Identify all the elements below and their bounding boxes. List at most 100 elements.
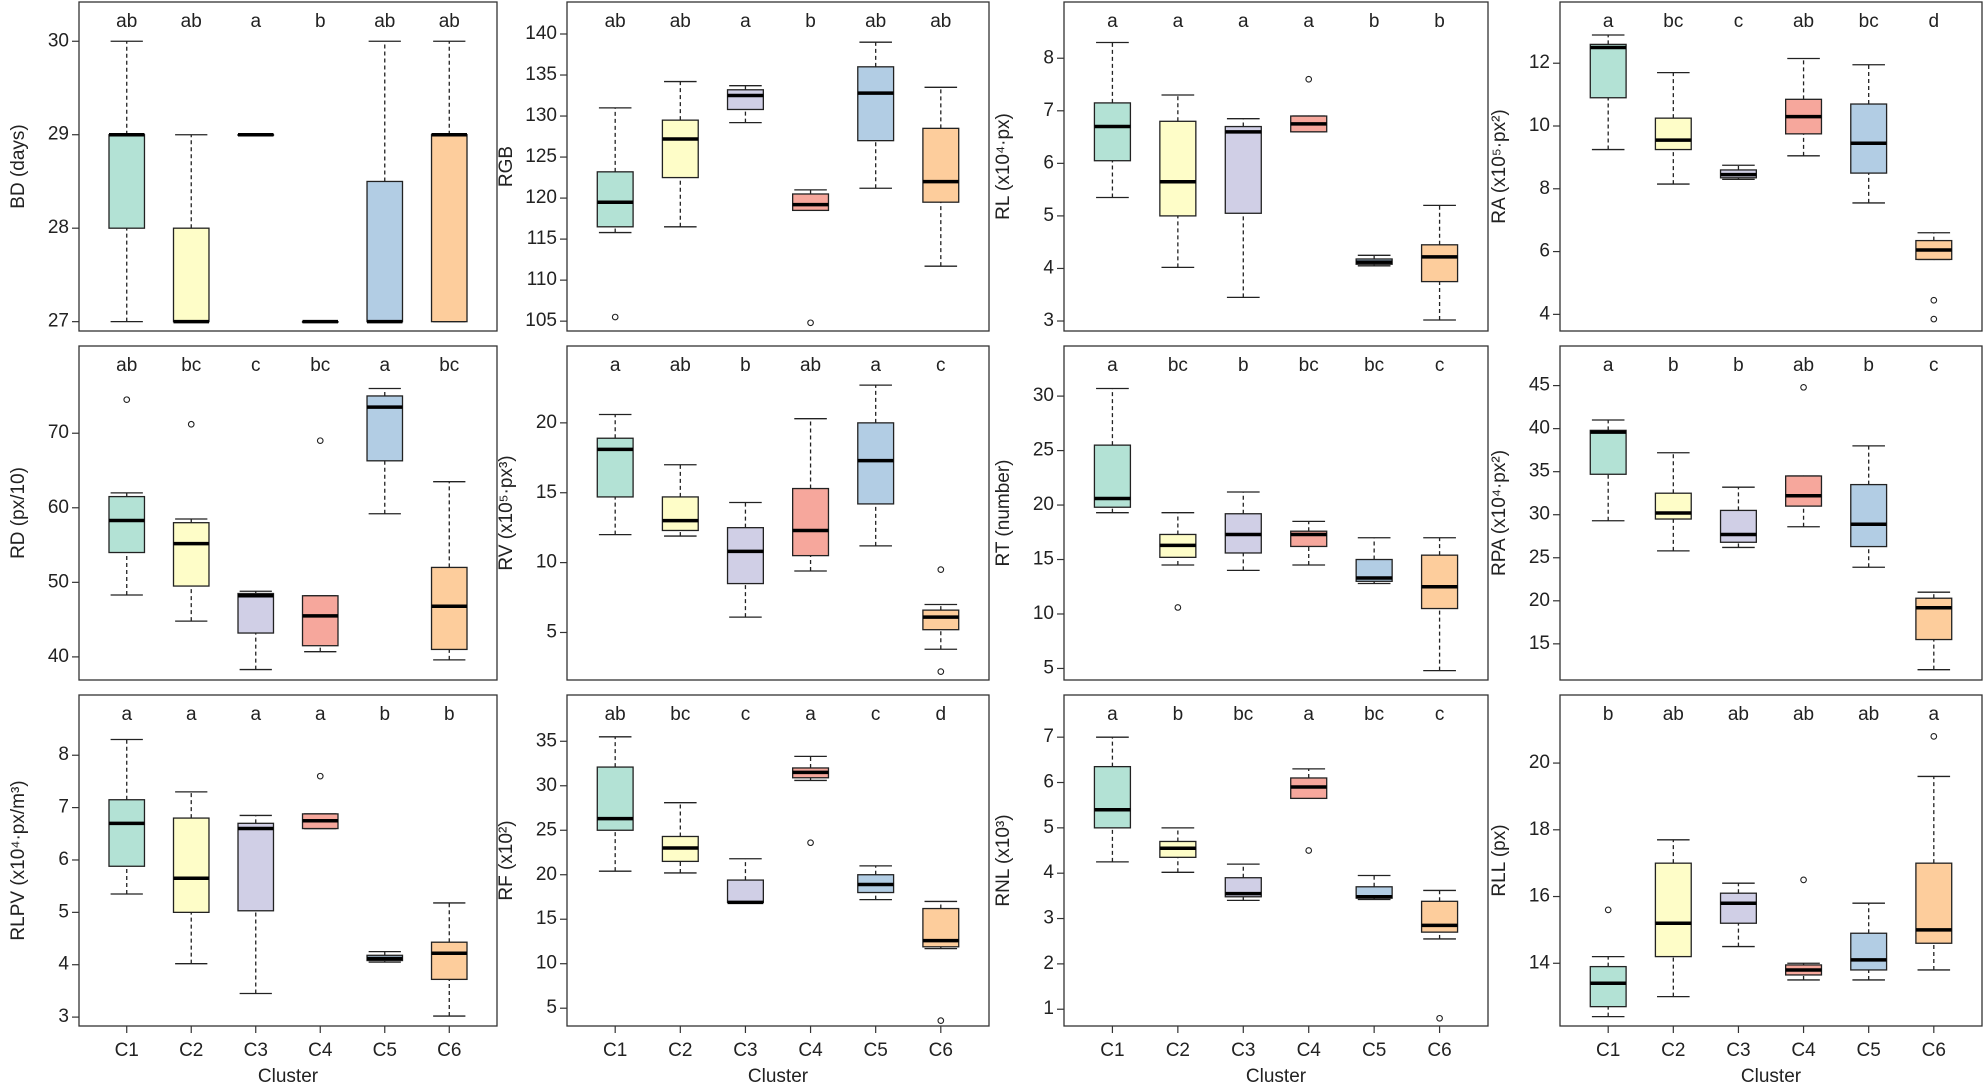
group-letter: bc xyxy=(439,355,459,376)
y-tick-label: 5 xyxy=(1043,817,1054,838)
group-letter: a xyxy=(805,704,816,725)
outlier xyxy=(1930,315,1938,323)
y-tick-label: 140 xyxy=(525,23,557,44)
x-tick-label: C2 xyxy=(1166,1040,1190,1061)
group-letter: ab xyxy=(1728,704,1749,725)
group-letter: ab xyxy=(116,11,137,32)
group-letter: a xyxy=(740,11,751,32)
box xyxy=(1420,900,1459,933)
plot-frame xyxy=(1063,694,1489,1027)
group-letter: ab xyxy=(605,704,626,725)
outlier xyxy=(1800,383,1807,391)
outlier xyxy=(807,319,814,327)
y-tick-label: 5 xyxy=(546,622,557,643)
box xyxy=(430,134,468,323)
group-letter: a xyxy=(186,704,197,725)
outlier xyxy=(1436,1014,1443,1022)
group-letter: c xyxy=(1435,704,1445,725)
y-tick-label: 29 xyxy=(48,124,69,145)
y-tick-label: 4 xyxy=(58,954,69,975)
group-letter: c xyxy=(1734,11,1744,32)
box xyxy=(366,180,404,323)
y-tick-label: 50 xyxy=(48,571,69,592)
y-axis-label: RNL (x10³) xyxy=(993,814,1014,906)
y-tick-label: 18 xyxy=(1529,819,1550,840)
y-tick-label: 5 xyxy=(58,901,69,922)
y-tick-label: 15 xyxy=(536,482,557,503)
group-letter: a xyxy=(610,355,621,376)
y-tick-label: 5 xyxy=(1043,205,1054,226)
y-tick-label: 25 xyxy=(1529,547,1550,568)
x-tick-label: C5 xyxy=(1857,1040,1881,1061)
box xyxy=(922,127,960,203)
y-tick-label: 15 xyxy=(536,908,557,929)
y-tick-label: 7 xyxy=(1043,100,1054,121)
box xyxy=(596,766,634,831)
outlier xyxy=(1305,847,1313,854)
group-letter: bc xyxy=(1299,355,1319,376)
group-letter: b xyxy=(315,11,326,32)
group-letter: bc xyxy=(310,355,330,376)
box xyxy=(922,609,960,631)
group-letter: ab xyxy=(1793,704,1814,725)
x-tick-label: C2 xyxy=(179,1040,203,1061)
group-letter: ab xyxy=(181,11,202,32)
y-tick-label: 20 xyxy=(536,864,557,885)
y-tick-label: 10 xyxy=(1529,115,1550,136)
y-tick-label: 110 xyxy=(527,269,557,290)
box xyxy=(237,822,275,912)
y-tick-label: 40 xyxy=(1529,418,1550,439)
y-tick-label: 7 xyxy=(1043,726,1054,747)
outlier xyxy=(123,396,131,404)
group-letter: ab xyxy=(930,11,951,32)
box xyxy=(661,496,699,532)
y-tick-label: 35 xyxy=(1529,461,1550,482)
x-tick-label: C6 xyxy=(929,1040,953,1061)
y-tick-label: 10 xyxy=(1033,603,1054,624)
group-letter: b xyxy=(1733,355,1744,376)
y-tick-label: 20 xyxy=(1033,494,1054,515)
outlier xyxy=(1800,876,1807,884)
x-tick-label: C3 xyxy=(733,1040,757,1061)
group-letter: b xyxy=(444,704,455,725)
y-tick-label: 27 xyxy=(48,311,69,332)
x-tick-label: C4 xyxy=(798,1040,823,1061)
box xyxy=(108,799,146,867)
box xyxy=(1719,892,1757,924)
box xyxy=(1420,554,1459,610)
box xyxy=(1654,862,1692,958)
outlier xyxy=(1305,75,1313,83)
y-tick-label: 125 xyxy=(525,146,557,167)
box xyxy=(1589,429,1627,475)
group-letter: a xyxy=(250,704,261,725)
box xyxy=(1159,120,1197,217)
y-tick-label: 7 xyxy=(58,797,69,818)
box xyxy=(661,119,699,179)
group-letter: ab xyxy=(439,11,460,32)
y-tick-label: 20 xyxy=(1529,752,1550,773)
group-letter: ab xyxy=(605,11,626,32)
box xyxy=(1915,597,1953,641)
box xyxy=(1093,102,1132,162)
y-tick-label: 20 xyxy=(1529,590,1550,611)
y-tick-label: 4 xyxy=(1043,257,1054,278)
y-tick-label: 15 xyxy=(1033,549,1054,570)
group-letter: a xyxy=(1303,704,1314,725)
box xyxy=(726,527,764,585)
y-axis-label: RF (x10²) xyxy=(496,820,517,900)
y-tick-label: 6 xyxy=(1043,772,1054,793)
group-letter: ab xyxy=(865,11,886,32)
box xyxy=(430,566,468,651)
group-letter: ab xyxy=(1663,704,1684,725)
y-tick-label: 6 xyxy=(1043,152,1054,173)
group-letter: bc xyxy=(1168,355,1188,376)
y-tick-label: 130 xyxy=(525,105,557,126)
x-tick-label: C5 xyxy=(373,1040,397,1061)
group-letter: a xyxy=(1107,355,1118,376)
box xyxy=(1719,509,1757,543)
y-axis-label: RV (x10⁵·px³) xyxy=(496,455,517,570)
y-tick-label: 15 xyxy=(1529,633,1550,654)
outlier xyxy=(1930,296,1938,304)
box xyxy=(172,522,210,587)
